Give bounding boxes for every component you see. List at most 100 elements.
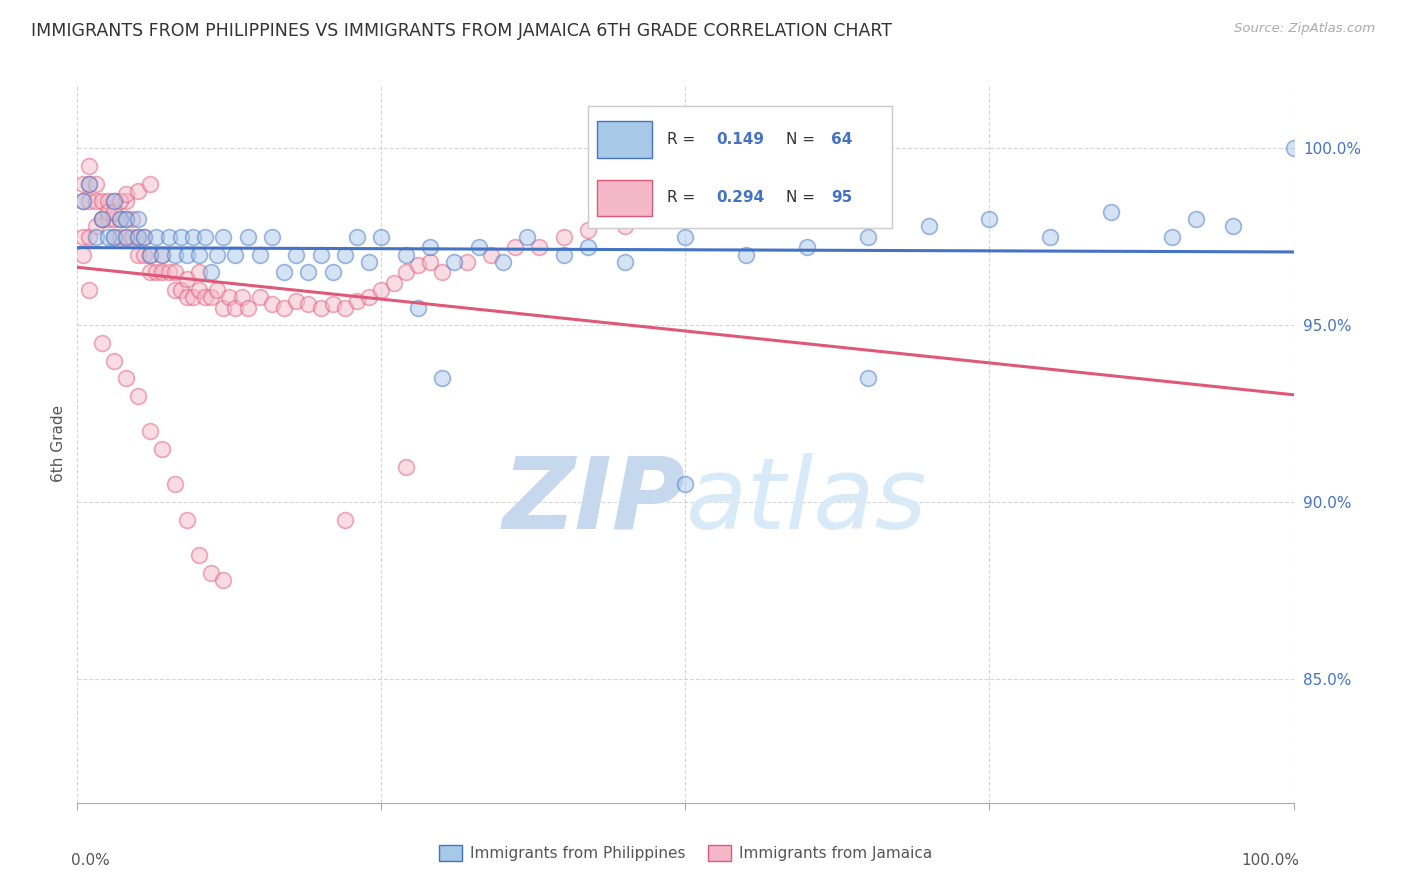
Text: 0.0%: 0.0% (72, 853, 110, 868)
Point (1282, 141, 1305, 155)
Point (84, 194, 107, 209)
Point (194, 230, 217, 244)
Point (979, 212, 1001, 227)
Point (127, 230, 149, 244)
Point (346, 293, 368, 308)
Point (297, 297, 319, 311)
Point (108, 230, 131, 244)
Point (115, 230, 138, 244)
Point (333, 247, 356, 261)
Point (103, 212, 125, 227)
Point (79, 177, 101, 191)
Point (90, 335, 112, 350)
Point (115, 212, 138, 227)
Point (212, 301, 235, 315)
Point (370, 230, 392, 244)
Text: ZIP: ZIP (502, 453, 686, 549)
Point (103, 230, 125, 244)
Point (79, 159, 101, 173)
Point (176, 272, 198, 286)
Point (285, 293, 308, 308)
Point (103, 205, 125, 219)
Point (188, 265, 211, 279)
Point (134, 230, 156, 244)
Point (205, 283, 228, 297)
Point (322, 297, 344, 311)
Point (139, 425, 162, 439)
Point (1099, 205, 1122, 219)
Point (79, 230, 101, 244)
Point (145, 230, 167, 244)
Point (139, 177, 162, 191)
Point (163, 247, 186, 261)
Point (675, 230, 697, 244)
Point (97, 194, 120, 209)
Point (395, 247, 418, 261)
Point (553, 247, 575, 261)
Point (108, 194, 131, 209)
Point (370, 283, 392, 297)
Point (134, 230, 156, 244)
Point (212, 230, 235, 244)
Point (273, 265, 295, 279)
Point (553, 230, 575, 244)
Point (395, 459, 418, 474)
Point (79, 177, 101, 191)
Point (127, 247, 149, 261)
Point (72, 177, 94, 191)
Point (103, 353, 125, 368)
Point (249, 290, 271, 304)
Point (115, 187, 138, 202)
Point (224, 247, 246, 261)
Point (430, 371, 453, 385)
Point (163, 265, 186, 279)
Point (285, 247, 308, 261)
Point (127, 184, 149, 198)
Point (218, 290, 240, 304)
Point (115, 230, 138, 244)
Point (103, 194, 125, 209)
Point (170, 283, 193, 297)
Point (90, 212, 112, 227)
Point (273, 301, 295, 315)
Point (115, 194, 138, 209)
Point (359, 254, 381, 268)
Text: IMMIGRANTS FROM PHILIPPINES VS IMMIGRANTS FROM JAMAICA 6TH GRADE CORRELATION CHA: IMMIGRANTS FROM PHILIPPINES VS IMMIGRANT… (31, 22, 891, 40)
Point (84, 230, 107, 244)
Point (176, 513, 198, 527)
Point (346, 230, 368, 244)
Point (231, 290, 253, 304)
Point (443, 254, 465, 268)
Point (127, 389, 149, 403)
Point (1185, 212, 1208, 227)
Point (176, 247, 198, 261)
Point (97, 230, 120, 244)
Point (236, 230, 259, 244)
Point (90, 212, 112, 227)
Text: atlas: atlas (686, 453, 927, 549)
Text: Source: ZipAtlas.com: Source: ZipAtlas.com (1234, 22, 1375, 36)
Point (188, 548, 211, 562)
Point (72, 230, 94, 244)
Point (181, 230, 204, 244)
Point (181, 290, 204, 304)
Point (309, 247, 332, 261)
Point (322, 265, 344, 279)
Point (1222, 219, 1244, 234)
Point (72, 194, 94, 209)
Point (212, 573, 235, 587)
Point (419, 254, 441, 268)
Point (613, 254, 636, 268)
Point (157, 230, 180, 244)
Point (103, 194, 125, 209)
Point (72, 194, 94, 209)
Point (152, 265, 174, 279)
Point (90, 212, 112, 227)
Point (576, 223, 599, 237)
Point (796, 240, 818, 254)
Point (735, 247, 758, 261)
Point (406, 258, 429, 272)
Legend: Immigrants from Philippines, Immigrants from Jamaica: Immigrants from Philippines, Immigrants … (433, 838, 938, 867)
Point (188, 283, 211, 297)
Point (613, 219, 636, 234)
